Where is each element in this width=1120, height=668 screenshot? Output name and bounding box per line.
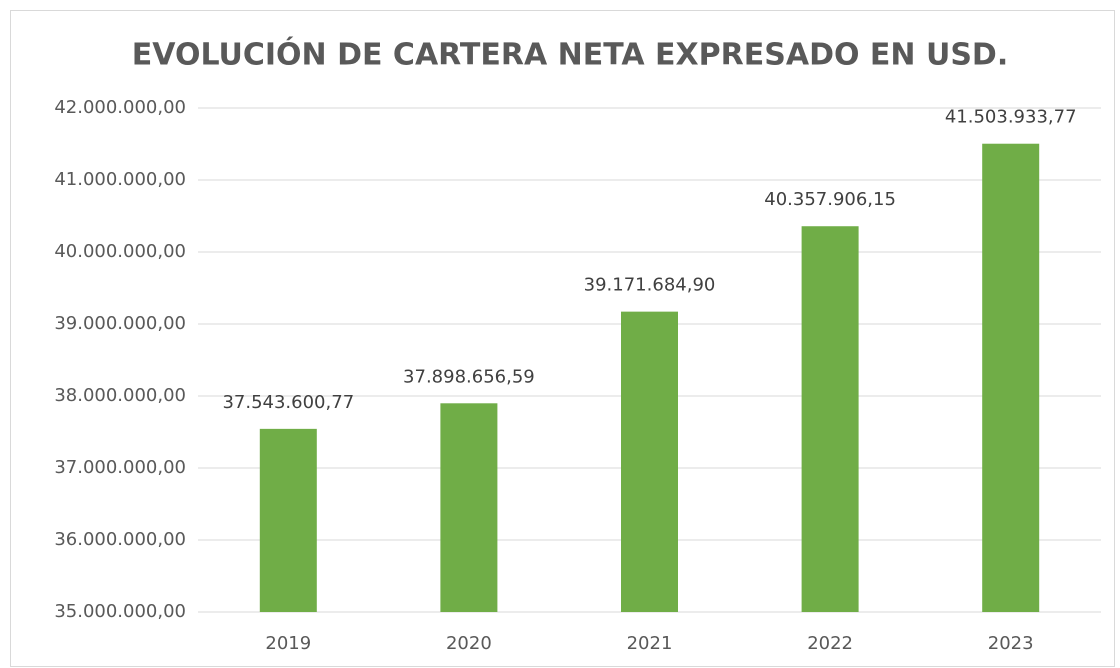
x-tick-label: 2023 — [988, 633, 1034, 654]
y-tick-label: 36.000.000,00 — [54, 529, 186, 550]
x-tick-label: 2019 — [265, 633, 311, 654]
y-tick-label: 42.000.000,00 — [54, 97, 186, 118]
x-tick-label: 2021 — [627, 633, 673, 654]
data-label: 40.357.906,15 — [764, 189, 896, 210]
data-label: 41.503.933,77 — [945, 107, 1077, 128]
data-label: 37.898.656,59 — [403, 366, 535, 387]
bar — [982, 143, 1040, 612]
data-label: 37.543.600,77 — [222, 392, 354, 413]
chart-title: EVOLUCIÓN DE CARTERA NETA EXPRESADO EN U… — [132, 36, 1008, 73]
y-tick-label: 38.000.000,00 — [54, 385, 186, 406]
bar — [259, 428, 317, 612]
data-label: 39.171.684,90 — [584, 275, 716, 296]
y-tick-label: 37.000.000,00 — [54, 457, 186, 478]
y-tick-label: 39.000.000,00 — [54, 313, 186, 334]
x-tick-label: 2020 — [446, 633, 492, 654]
y-tick-label: 35.000.000,00 — [54, 601, 186, 622]
y-tick-label: 41.000.000,00 — [54, 169, 186, 190]
bar — [801, 226, 859, 612]
bar — [440, 403, 498, 612]
y-tick-label: 40.000.000,00 — [54, 241, 186, 262]
chart-frame — [10, 10, 1115, 667]
x-tick-label: 2022 — [807, 633, 853, 654]
bar — [621, 311, 678, 612]
